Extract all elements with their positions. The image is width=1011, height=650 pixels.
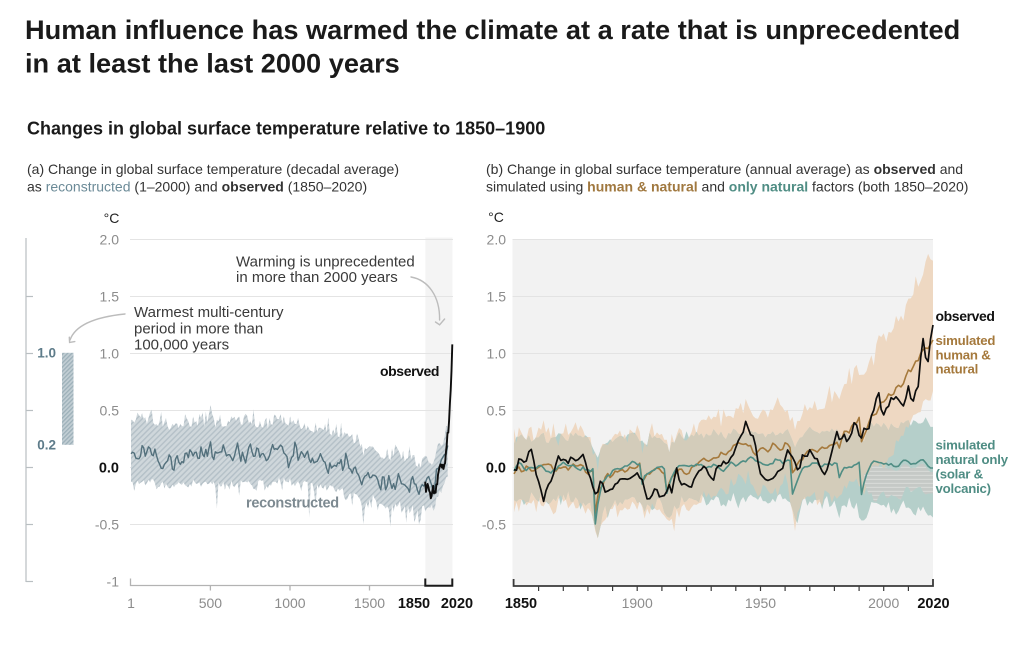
svg-text:reconstructed: reconstructed [246,496,339,512]
svg-text:1.0: 1.0 [100,345,120,361]
svg-text:-1: -1 [107,573,120,589]
svg-text:-0.5: -0.5 [482,516,506,532]
svg-text:1.0: 1.0 [37,346,56,361]
svg-text:-0.5: -0.5 [95,516,119,532]
svg-text:2.0: 2.0 [100,231,120,247]
svg-text:0.0: 0.0 [99,460,119,476]
svg-text:Changes in global surface temp: Changes in global surface temperature re… [27,119,545,139]
svg-text:1.5: 1.5 [487,288,507,304]
svg-text:1900: 1900 [622,595,653,611]
svg-text:1950: 1950 [745,595,776,611]
svg-text:simulated using human & natura: simulated using human & natural and only… [486,179,968,195]
svg-text:1850: 1850 [505,596,537,612]
svg-text:1000: 1000 [274,595,305,611]
svg-text:500: 500 [199,595,223,611]
svg-text:as reconstructed (1–2000) and: as reconstructed (1–2000) and observed (… [27,179,367,195]
svg-text:0.5: 0.5 [487,402,507,418]
svg-text:(b) Change in global surface t: (b) Change in global surface temperature… [486,161,963,177]
svg-text:2020: 2020 [441,596,473,612]
svg-text:volcanic): volcanic) [936,481,991,496]
svg-text:1500: 1500 [354,595,385,611]
svg-text:human &: human & [936,347,992,362]
svg-text:(a) Change in global surface t: (a) Change in global surface temperature… [27,161,399,177]
svg-text:simulated: simulated [936,333,996,348]
svg-text:Warming is unprecedented: Warming is unprecedented [236,253,415,270]
svg-text:100,000 years: 100,000 years [134,336,229,353]
svg-text:observed: observed [936,308,995,324]
svg-text:(solar &: (solar & [936,466,984,481]
svg-text:simulated: simulated [936,438,996,453]
svg-text:1850: 1850 [398,596,430,612]
svg-text:in more than 2000 years: in more than 2000 years [236,269,398,286]
svg-text:Human influence has warmed the: Human influence has warmed the climate a… [25,14,960,45]
svg-text:2020: 2020 [917,596,949,612]
svg-text:period in more than: period in more than [134,321,263,338]
svg-text:0.5: 0.5 [100,402,120,418]
svg-text:2.0: 2.0 [487,231,507,247]
svg-text:0.2: 0.2 [37,438,56,453]
svg-text:observed: observed [380,363,439,379]
svg-text:1.5: 1.5 [100,288,120,304]
svg-text:°C: °C [104,210,120,226]
svg-text:°C: °C [488,209,504,225]
svg-text:1: 1 [127,595,135,611]
svg-text:in at least the last 2000 year: in at least the last 2000 years [25,48,400,79]
svg-text:1.0: 1.0 [487,345,507,361]
svg-text:natural only: natural only [936,452,1009,467]
svg-text:Warmest multi-century: Warmest multi-century [134,304,284,321]
svg-text:natural: natural [936,362,979,377]
svg-text:2000: 2000 [868,595,899,611]
svg-text:0.0: 0.0 [486,460,506,476]
